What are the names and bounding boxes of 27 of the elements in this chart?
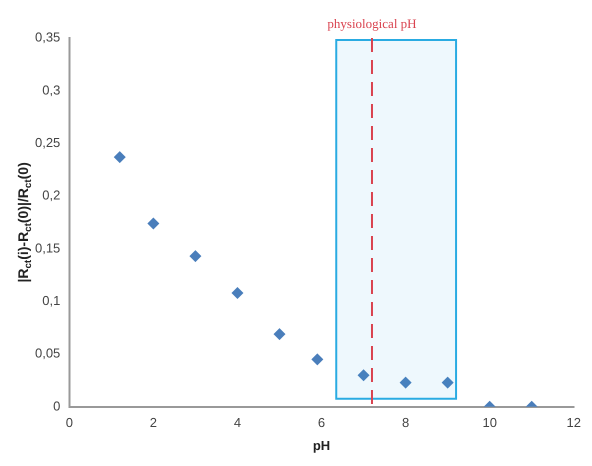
y-tick-label: 0,1 [42, 293, 60, 308]
y-tick-label: 0,05 [34, 346, 60, 361]
ref-line-label: physiological pH [327, 16, 417, 31]
x-tick-label: 4 [234, 415, 242, 430]
x-axis-title: pH [312, 438, 330, 453]
point [114, 151, 126, 164]
point [311, 353, 324, 366]
point [273, 328, 286, 340]
point [442, 376, 454, 389]
y-tick-label: 0,15 [34, 240, 60, 256]
x-tick-label: 6 [318, 415, 326, 430]
x-tick-label: 8 [402, 415, 410, 430]
point [147, 217, 160, 230]
point [189, 250, 202, 262]
y-axis-title: |Rct(i)-Rct(0)|/Rct(0) [14, 162, 34, 283]
y-tick-label: 0 [53, 398, 60, 414]
point [231, 287, 244, 299]
y-tick-label: 0,2 [42, 188, 60, 203]
y-tick-label: 0,3 [42, 82, 60, 98]
x-tick-label: 12 [566, 415, 582, 430]
x-tick-label: 10 [482, 415, 497, 430]
x-tick-label: 2 [150, 415, 157, 430]
y-tick-label: 0,25 [34, 134, 60, 150]
point [358, 369, 370, 382]
y-tick-label: 0,35 [34, 30, 60, 45]
point [400, 376, 412, 389]
x-tick-label: 0 [66, 415, 73, 430]
